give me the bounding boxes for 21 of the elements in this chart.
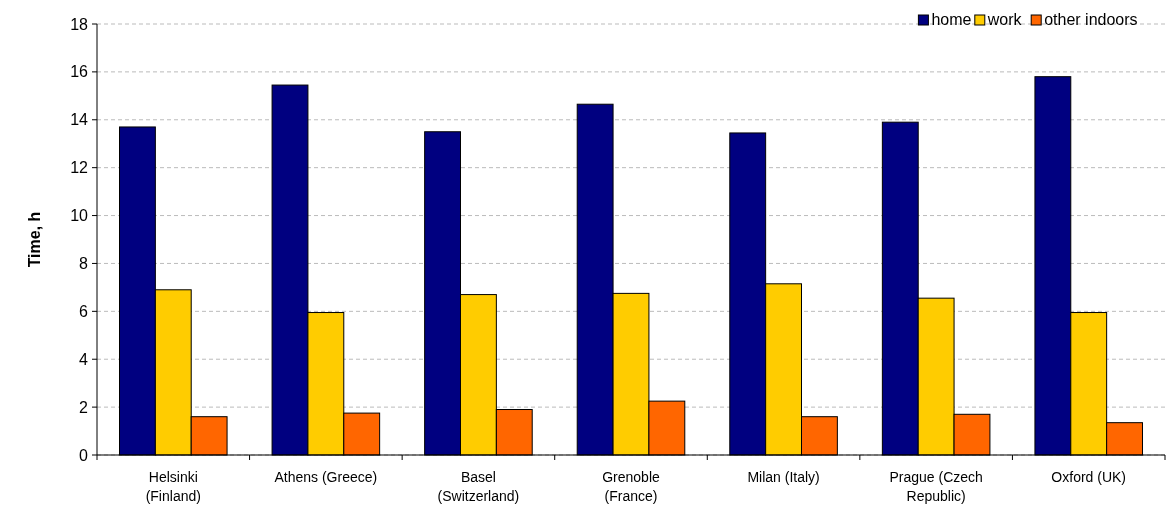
x-tick-label: Grenoble (France) [602,469,661,504]
x-tick-label: Basel (Switzerland) [437,469,520,504]
y-tick-label: 0 [79,446,89,464]
y-tick-label: 2 [79,398,89,416]
legend-label: other indoors [1044,11,1138,28]
legend-label: work [986,11,1023,28]
y-tick-label: 10 [70,207,89,225]
x-tick-label: Helsinki (Finland) [145,469,201,504]
y-tick-label: 12 [70,159,89,177]
y-tick-label: 4 [79,350,89,368]
x-tick-label: Prague (Czech Republic) [889,469,983,504]
y-axis-title: Time, h [26,211,43,268]
y-tick-label: 14 [70,111,89,129]
y-tick-label: 18 [70,15,89,33]
y-tick-label: 6 [79,302,89,320]
y-tick-label: 16 [70,63,89,81]
y-tick-label: 8 [79,255,89,273]
legend-label: home [931,11,972,28]
x-tick-label: Athens (Greece) [274,469,378,485]
x-tick-label: Milan (Italy) [747,469,820,485]
x-tick-label: Oxford (UK) [1051,469,1127,485]
